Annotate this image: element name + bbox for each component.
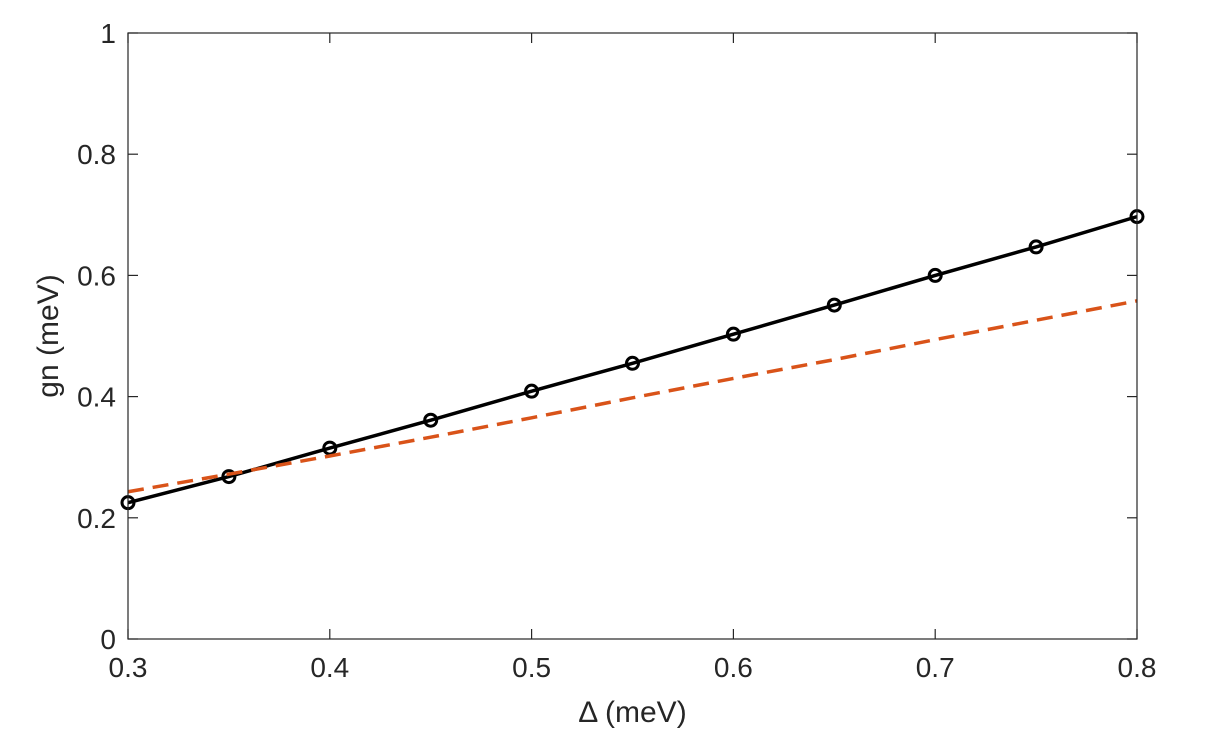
dashed-series-line [127,299,1138,494]
data-point-marker [322,440,338,456]
data-point-marker [1028,239,1044,255]
y-tick-label: 0.6 [77,260,116,291]
data-point-marker [524,383,540,399]
x-tick-label: 0.8 [1118,652,1157,683]
data-point-marker [927,267,943,283]
data-point-marker [725,326,741,342]
y-axis-label: gn (meV) [32,274,65,397]
x-tick-label: 0.3 [109,652,148,683]
data-point-marker [221,469,237,485]
x-tick-label: 0.6 [714,652,753,683]
y-tick-label: 0.2 [77,503,116,534]
data-point-marker [826,297,842,313]
y-tick-label: 0.4 [77,382,116,413]
x-tick-label: 0.4 [310,652,349,683]
x-tick-label: 0.5 [512,652,551,683]
y-tick-label: 1 [100,18,116,49]
tick-labels: 0.3 0.4 0.5 0.6 0.7 0.8 0 0.2 0.4 0.6 0.8 1 [77,18,1156,683]
y-tick-label: 0 [100,624,116,655]
data-point-marker [625,355,640,371]
plot-area-frame [127,32,1138,640]
x-axis-label: Δ (meV) [578,696,686,729]
data-point-marker [423,412,439,428]
solid-series-line [127,214,1138,505]
plot-series [120,209,1145,511]
y-tick-label: 0.8 [77,139,116,170]
x-tick-label: 0.7 [916,652,955,683]
